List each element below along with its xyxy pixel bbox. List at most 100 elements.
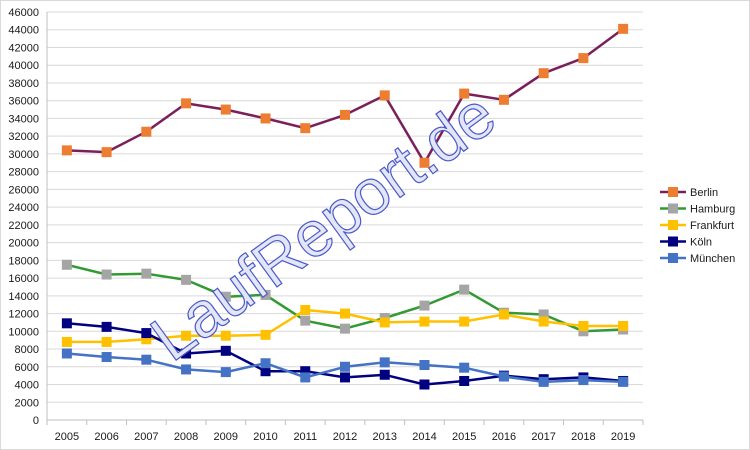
x-tick-label: 2014 — [412, 431, 436, 443]
data-point — [340, 361, 350, 372]
data-point — [181, 330, 192, 341]
data-point — [618, 23, 629, 34]
data-point — [101, 352, 112, 363]
y-tick-label: 44000 — [8, 25, 39, 37]
legend-item: Hamburg — [660, 203, 735, 216]
y-tick-label: 32000 — [8, 131, 39, 143]
data-point — [459, 284, 470, 295]
data-point — [181, 348, 192, 359]
data-point — [220, 291, 231, 302]
data-point — [260, 366, 271, 377]
y-tick-label: 2000 — [15, 397, 39, 409]
data-point — [61, 145, 72, 156]
data-point — [300, 305, 311, 316]
series-münchen — [61, 348, 629, 387]
data-point — [61, 348, 72, 359]
data-point — [300, 123, 311, 134]
data-point — [141, 328, 152, 339]
legend-marker — [668, 187, 678, 197]
data-point — [498, 309, 509, 320]
data-point — [340, 308, 350, 319]
data-point — [419, 316, 430, 327]
x-tick-label: 2005 — [55, 431, 79, 443]
data-point — [220, 345, 231, 356]
legend-label: Hamburg — [690, 204, 735, 216]
y-tick-label: 14000 — [8, 291, 39, 303]
y-tick-label: 24000 — [8, 202, 39, 214]
data-point — [181, 274, 192, 285]
series-line — [66, 27, 624, 165]
data-point — [181, 98, 192, 109]
legend-item: Köln — [660, 236, 712, 249]
legend-item: Berlin — [660, 187, 718, 199]
data-point — [538, 376, 549, 387]
legend-marker — [668, 253, 678, 263]
y-tick-label: 6000 — [15, 362, 39, 374]
series-frankfurt — [61, 305, 629, 347]
data-point — [220, 367, 231, 378]
data-point — [578, 53, 589, 64]
data-point — [101, 269, 112, 280]
data-point — [220, 104, 231, 115]
data-point — [538, 309, 549, 320]
x-tick-label: 2011 — [293, 431, 317, 443]
y-axis-ticks: 0 2000 4000 6000 8000 10000 12000 14000 16000 180… — [8, 7, 39, 427]
data-point — [419, 300, 430, 311]
data-point — [260, 113, 271, 124]
data-point — [300, 366, 311, 377]
x-tick-label: 2009 — [214, 431, 238, 443]
x-axis-ticks: 2005 2006 2007 2008 2009 2010 2011 2012 2013 2014… — [55, 431, 636, 443]
data-point — [61, 259, 72, 270]
data-point — [419, 379, 430, 390]
data-point — [141, 334, 152, 345]
data-point — [618, 320, 629, 331]
data-point — [498, 371, 509, 382]
legend-marker — [668, 220, 678, 230]
data-point — [101, 147, 112, 158]
data-point — [141, 268, 152, 279]
x-tick-label: 2013 — [372, 431, 396, 443]
data-point — [459, 88, 470, 99]
y-tick-label: 42000 — [8, 42, 39, 54]
y-tick-label: 18000 — [8, 255, 39, 267]
data-point — [459, 362, 470, 373]
data-point — [101, 321, 112, 332]
data-point — [340, 109, 350, 120]
data-point — [300, 372, 311, 383]
data-point — [61, 336, 72, 347]
y-tick-label: 28000 — [8, 167, 39, 179]
y-tick-label: 4000 — [15, 380, 39, 392]
y-tick-label: 40000 — [8, 60, 39, 72]
data-point — [379, 369, 390, 380]
data-point — [101, 336, 112, 347]
legend-label: Berlin — [690, 187, 718, 199]
y-tick-label: 34000 — [8, 113, 39, 125]
data-point — [340, 323, 350, 334]
x-tick-label: 2007 — [134, 431, 158, 443]
data-point — [340, 372, 350, 383]
x-tick-label: 2015 — [452, 431, 476, 443]
data-point — [419, 360, 430, 371]
axes — [46, 12, 644, 425]
data-point — [260, 289, 271, 300]
y-tick-label: 36000 — [8, 96, 39, 108]
data-point — [538, 68, 549, 79]
data-point — [181, 364, 192, 375]
series-lines — [61, 23, 629, 390]
x-tick-label: 2018 — [571, 431, 595, 443]
legend-label: Frankfurt — [690, 220, 734, 232]
y-tick-label: 22000 — [8, 220, 39, 232]
legend-item: Frankfurt — [660, 220, 734, 232]
x-tick-label: 2008 — [174, 431, 198, 443]
legend: Berlin Hamburg Frankfurt Köln München — [660, 187, 735, 265]
y-tick-label: 8000 — [15, 344, 39, 356]
data-point — [260, 358, 271, 369]
data-point — [379, 317, 390, 328]
data-point — [578, 320, 589, 331]
data-point — [260, 329, 271, 340]
data-point — [459, 375, 470, 386]
data-point — [141, 126, 152, 137]
data-point — [379, 357, 390, 368]
x-tick-label: 2019 — [611, 431, 635, 443]
y-tick-label: 16000 — [8, 273, 39, 285]
